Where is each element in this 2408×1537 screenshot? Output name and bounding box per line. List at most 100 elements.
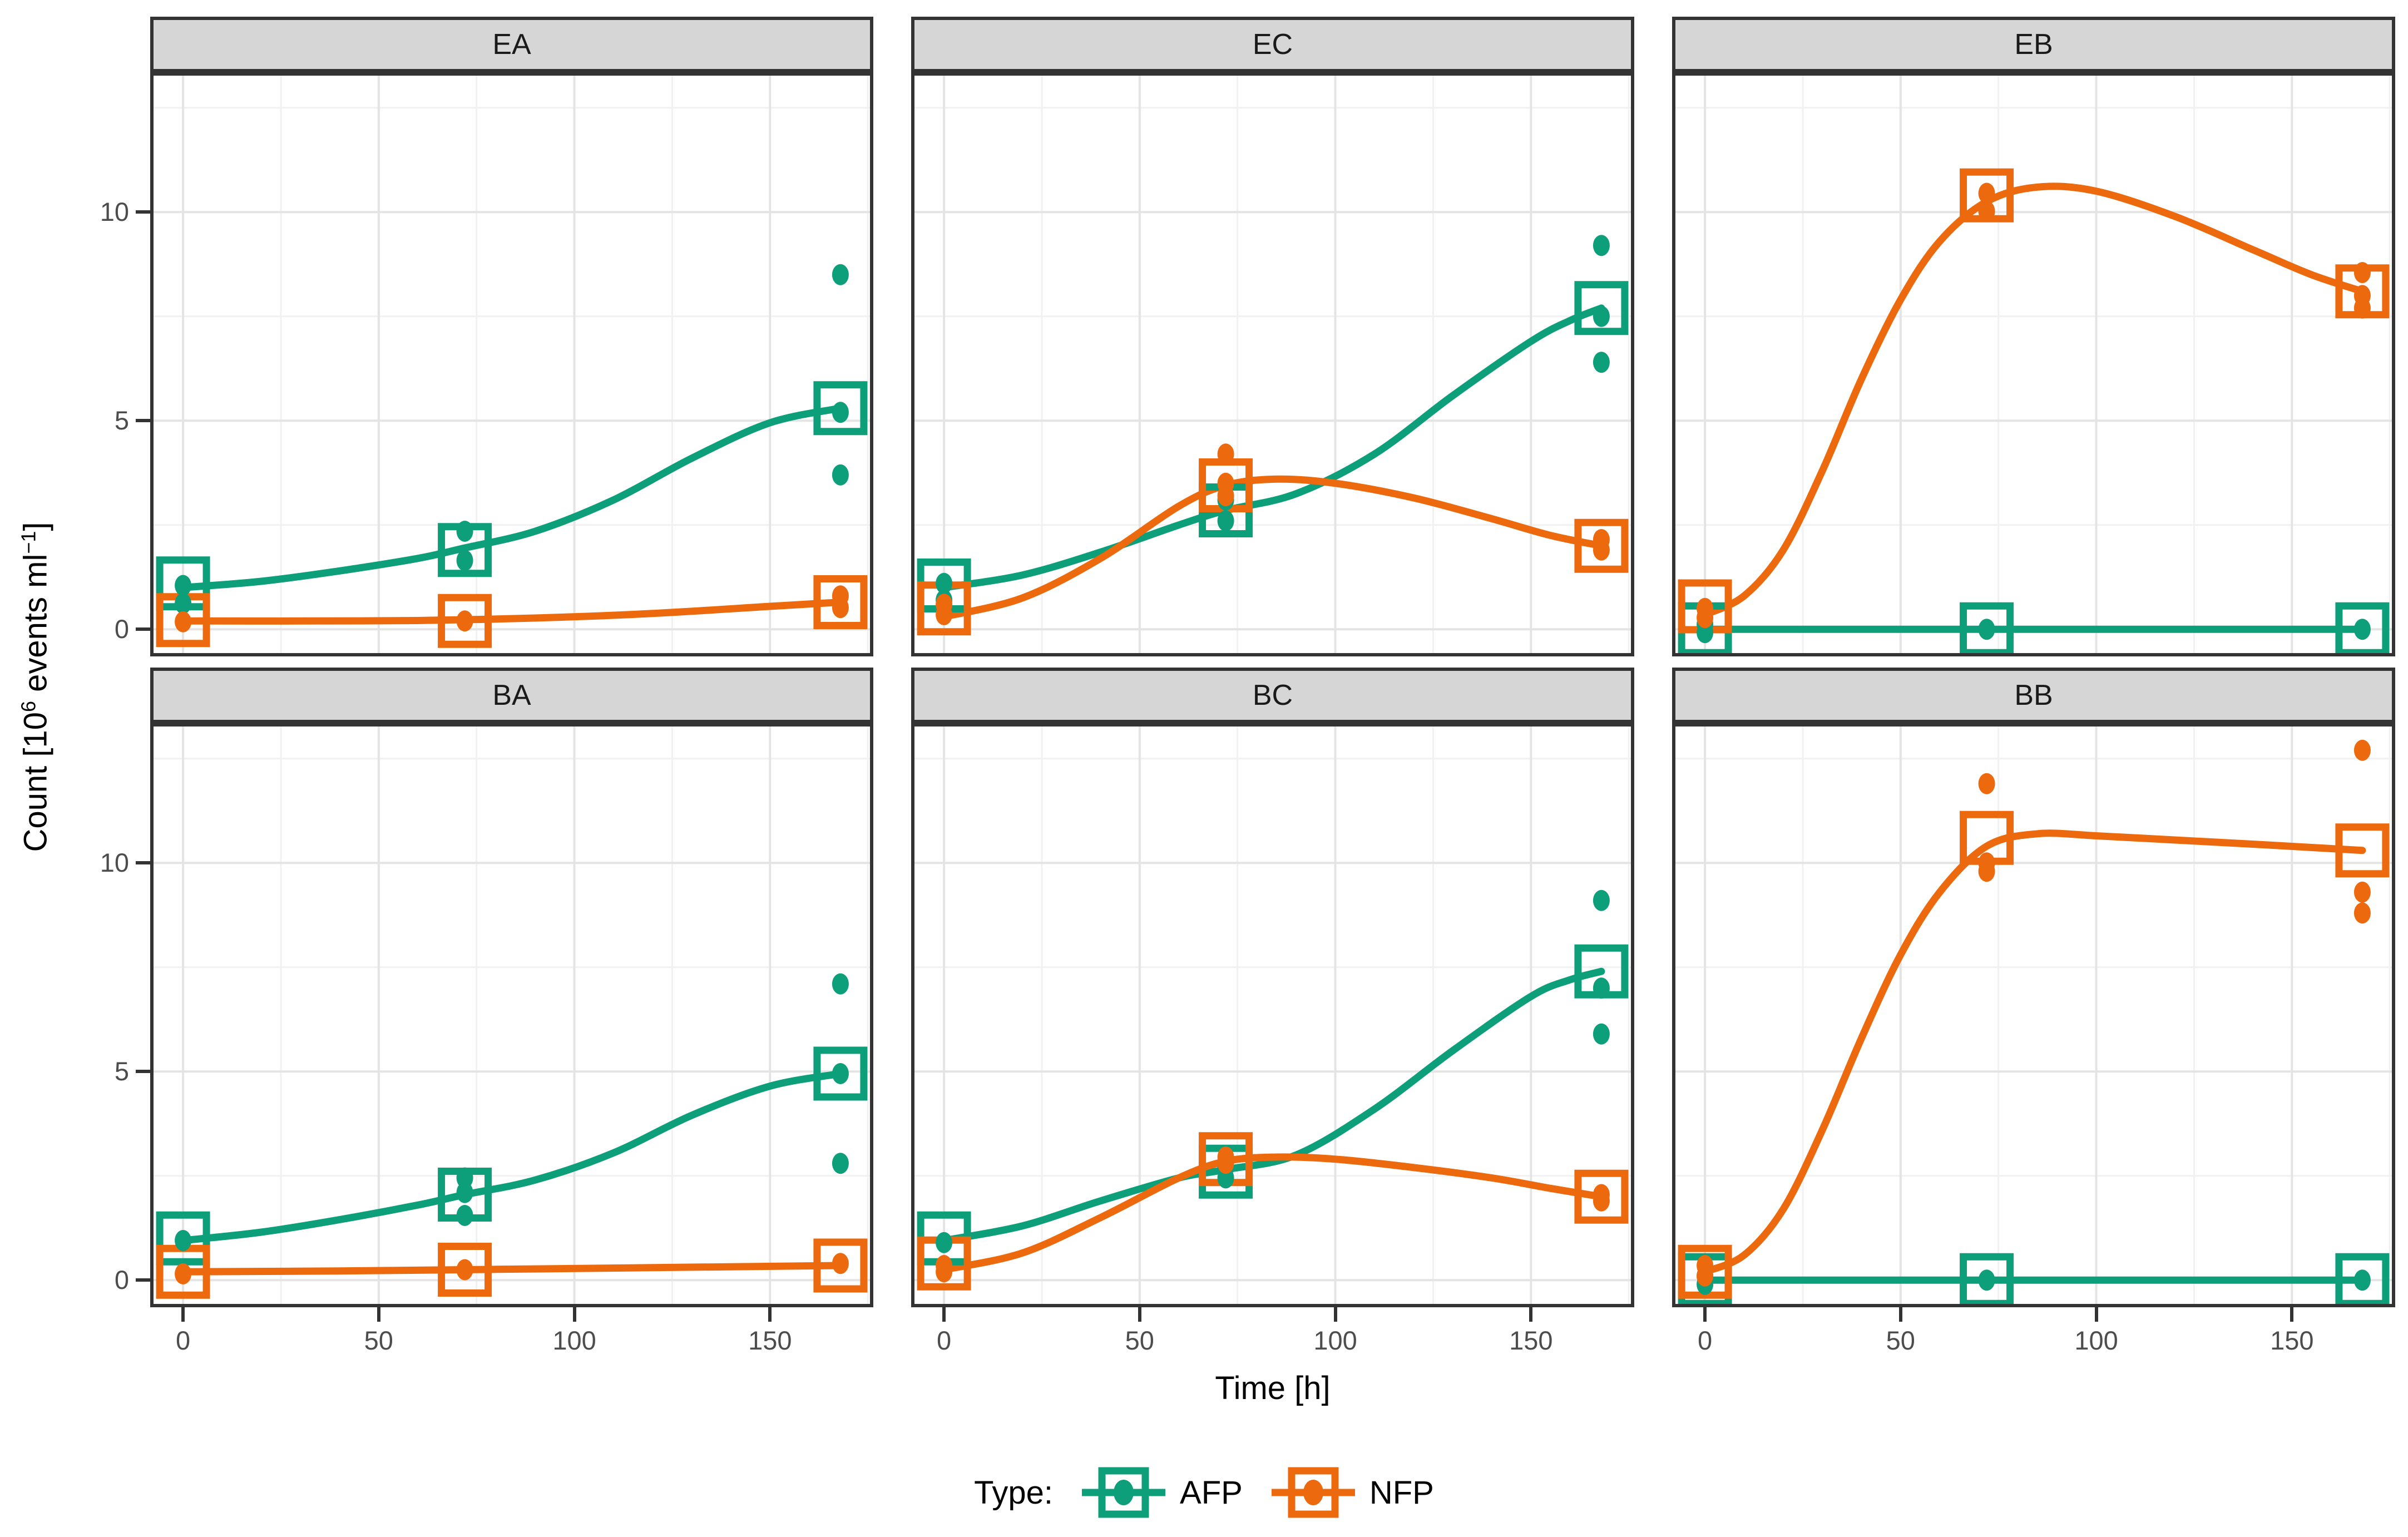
y-tick-mark bbox=[136, 1070, 150, 1074]
afp-mean-square-marker bbox=[1960, 602, 2014, 656]
facet-panel-BB bbox=[1672, 723, 2395, 1307]
y-axis-title: Count [106 events ml−1] bbox=[17, 522, 54, 852]
afp-replicate-dot bbox=[1697, 622, 1714, 644]
facet-panel-BA bbox=[150, 723, 873, 1307]
x-tick-label: 0 bbox=[937, 1326, 952, 1355]
nfp-mean-square-marker bbox=[1574, 518, 1629, 573]
afp-replicate-dot bbox=[1593, 977, 1610, 999]
nfp-replicate-dot bbox=[2353, 902, 2371, 924]
afp-replicate-dot bbox=[832, 1153, 849, 1174]
facet-label: EC bbox=[1252, 28, 1293, 61]
facet-panel-EB bbox=[1672, 72, 2395, 656]
y-title-pre: Count [10 bbox=[17, 711, 54, 852]
afp-replicate-dot bbox=[456, 1182, 473, 1203]
afp-replicate-dot bbox=[1593, 889, 1610, 911]
x-tick-label: 0 bbox=[176, 1326, 191, 1355]
nfp-mean-square-marker bbox=[438, 1243, 492, 1297]
facet-label: EB bbox=[2014, 28, 2053, 61]
legend-key-square bbox=[1288, 1467, 1339, 1518]
afp-replicate-dot bbox=[1978, 1269, 1995, 1291]
y-title-sup-inverse: −1 bbox=[17, 531, 40, 554]
y-tick-mark bbox=[136, 419, 150, 423]
panel-background bbox=[150, 72, 873, 656]
afp-replicate-dot bbox=[456, 1205, 473, 1226]
legend-item-afp: AFP bbox=[1082, 1465, 1243, 1520]
afp-mean-square-marker bbox=[156, 1211, 210, 1266]
afp-replicate-dot bbox=[175, 1230, 192, 1251]
afp-replicate-dot bbox=[1593, 352, 1610, 373]
panel-background bbox=[1672, 723, 2395, 1307]
nfp-replicate-dot bbox=[832, 1253, 849, 1274]
y-tick-mark bbox=[136, 1278, 150, 1282]
nfp-replicate-dot bbox=[456, 610, 473, 632]
facet-label: BA bbox=[492, 679, 531, 711]
facet-strip-EA: EA bbox=[150, 17, 873, 72]
nfp-replicate-dot bbox=[456, 1259, 473, 1281]
afp-replicate-dot bbox=[2353, 1269, 2371, 1291]
afp-replicate-dot bbox=[1593, 1023, 1610, 1045]
facet-label: EA bbox=[492, 28, 531, 61]
afp-replicate-dot bbox=[1217, 1167, 1234, 1189]
nfp-mean-square-marker bbox=[1678, 1244, 1732, 1299]
nfp-mean-square-marker bbox=[813, 1238, 868, 1293]
x-tick-mark bbox=[1138, 1307, 1141, 1322]
afp-replicate-dot bbox=[936, 1232, 953, 1253]
x-axis-title: Time [h] bbox=[1215, 1370, 1331, 1406]
y-tick-mark bbox=[136, 861, 150, 865]
afp-replicate-dot bbox=[832, 402, 849, 423]
afp-mean-square-marker bbox=[2335, 1253, 2390, 1307]
facet-panel-EC bbox=[911, 72, 1634, 656]
x-tick-mark bbox=[1529, 1307, 1533, 1322]
facet-strip-BA: BA bbox=[150, 668, 873, 723]
afp-replicate-dot bbox=[2353, 619, 2371, 640]
x-tick-label: 100 bbox=[552, 1326, 596, 1355]
x-tick-mark bbox=[377, 1307, 380, 1322]
afp-replicate-dot bbox=[456, 1167, 473, 1189]
x-tick-label: 50 bbox=[1125, 1326, 1154, 1355]
nfp-replicate-dot bbox=[2353, 739, 2371, 761]
legend: Type: AFP NFP bbox=[0, 1456, 2408, 1529]
afp-replicate-dot bbox=[832, 973, 849, 995]
afp-replicate-dot bbox=[175, 575, 192, 596]
nfp-replicate-dot bbox=[1217, 443, 1234, 465]
afp-trend-line bbox=[179, 404, 844, 591]
panel-background bbox=[150, 723, 873, 1307]
x-tick-mark bbox=[572, 1307, 576, 1322]
nfp-replicate-dot bbox=[1978, 861, 1995, 882]
panel-border bbox=[1672, 723, 2395, 1307]
nfp-replicate-dot bbox=[2353, 262, 2371, 283]
x-tick-label: 50 bbox=[364, 1326, 393, 1355]
facet-panel-EA bbox=[150, 72, 873, 656]
x-tick-mark bbox=[181, 1307, 185, 1322]
afp-mean-square-marker bbox=[2335, 602, 2390, 656]
x-tick-label: 150 bbox=[2270, 1326, 2314, 1355]
nfp-replicate-dot bbox=[2353, 297, 2371, 319]
x-tick-label: 100 bbox=[2074, 1326, 2118, 1355]
afp-legend-key-icon bbox=[1082, 1465, 1166, 1520]
x-tick-label: 150 bbox=[748, 1326, 792, 1355]
nfp-replicate-dot bbox=[2353, 881, 2371, 903]
facet-strip-BC: BC bbox=[911, 668, 1634, 723]
afp-replicate-dot bbox=[936, 572, 953, 594]
nfp-replicate-dot bbox=[1697, 607, 1714, 629]
afp-mean-square-marker bbox=[813, 1046, 868, 1101]
x-tick-label: 50 bbox=[1886, 1326, 1915, 1355]
facet-panel-BC bbox=[911, 723, 1634, 1307]
x-tick-label: 100 bbox=[1313, 1326, 1357, 1355]
nfp-replicate-dot bbox=[936, 604, 953, 625]
x-tick-mark bbox=[768, 1307, 772, 1322]
legend-title: Type: bbox=[974, 1474, 1054, 1511]
nfp-mean-square-marker bbox=[2335, 823, 2390, 878]
nfp-replicate-dot bbox=[1593, 1190, 1610, 1212]
y-tick-mark bbox=[136, 627, 150, 631]
nfp-replicate-dot bbox=[175, 611, 192, 632]
nfp-trend-line bbox=[179, 1262, 844, 1276]
panel-background bbox=[911, 72, 1634, 656]
afp-replicate-dot bbox=[1978, 619, 1995, 640]
panel-border bbox=[911, 72, 1634, 656]
panel-background bbox=[1672, 72, 2395, 656]
afp-trend-line bbox=[940, 304, 1605, 591]
nfp-replicate-dot bbox=[1217, 485, 1234, 507]
nfp-replicate-dot bbox=[936, 1261, 953, 1283]
